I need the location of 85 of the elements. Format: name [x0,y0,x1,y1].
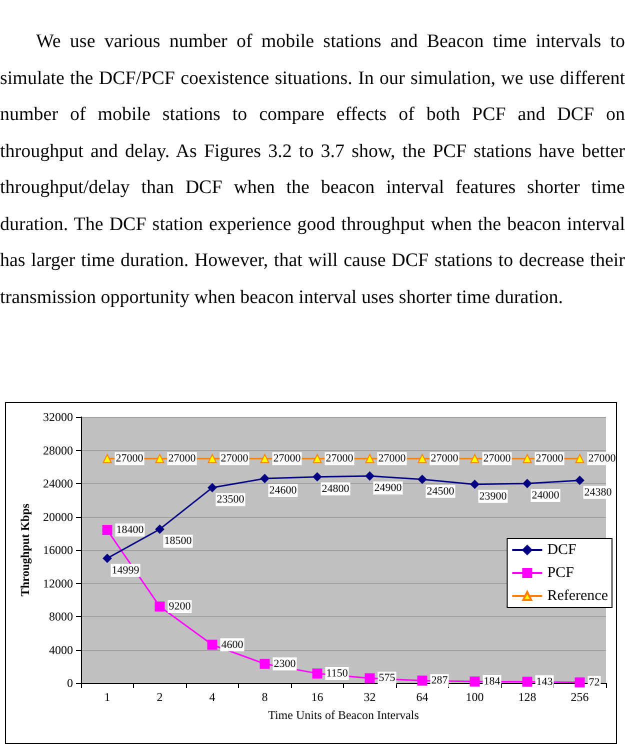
data-label: 18500 [164,535,192,548]
point [312,454,322,464]
data-label: 23500 [216,494,245,506]
point [522,676,532,687]
y-tick-label: 8000 [49,610,73,624]
point [522,454,532,464]
data-label: 4600 [221,638,244,651]
point [102,454,112,464]
data-label: 24800 [322,482,350,495]
data-label: 24500 [426,485,455,498]
y-tick-label: 28000 [43,443,73,458]
x-tick-label: 100 [466,690,484,704]
data-label: 27000 [116,452,144,465]
x-tick-label: 32 [364,690,376,704]
point [260,474,270,484]
data-label: 27000 [220,452,249,465]
text: We use various number of mobile stations and Beacon time intervals to simulate the DCF/PCF coexistence situations. In our simulation, we use different number of mobile stations to compare effects of both PCF and DCF on throughput and delay. As Figures 3.2 to 3.7 show, the PCF stations have better throughput/delay than DCF when the beacon interval features shorter time duration. The DCF station experience good throughput when the beacon interval has larger time duration. However, that will cause DCF stations to decrease their transmission opportunity when beacon interval uses shorter time duration. [0,30,625,310]
point [102,554,112,563]
point [522,479,532,488]
data-label: 18400 [116,524,144,536]
data-label: 23900 [479,490,508,502]
point [155,524,164,534]
data-label: 575 [378,672,396,684]
data-label: 27000 [430,452,459,465]
point [575,476,584,485]
point [312,472,322,482]
legend-label: PCF [547,565,574,581]
point [260,454,270,464]
legend-label: DCF [547,542,576,558]
x-tick-label: 16 [311,690,324,704]
point [418,454,427,464]
y-tick-label: 0 [67,676,73,690]
x-axis-title: Time Units of Beacon Intervals [268,708,420,722]
point [470,480,480,489]
x-tick-label: 2 [156,690,163,704]
data-label: 24380 [584,486,612,498]
data-label: 27000 [483,452,512,465]
point [364,673,375,684]
legend-label: Reference [547,588,608,604]
data-label: 287 [431,674,448,687]
data-label: 27000 [273,452,302,465]
x-tick-label: 1 [104,690,110,704]
point [208,483,217,492]
data-label: 184 [484,675,501,688]
y-tick-label: 16000 [43,543,73,557]
y-tick-label: 12000 [43,576,73,590]
y-tick-label: 32000 [43,410,73,424]
y-tick-label: 24000 [43,476,73,490]
point [365,454,374,464]
point [470,676,480,686]
data-label: 9200 [168,600,192,613]
data-label: 2300 [274,658,296,670]
point [312,668,322,678]
point [418,474,427,484]
point [155,454,164,464]
data-label: 27000 [588,452,616,465]
point [574,677,585,688]
point [417,676,428,686]
data-label: 27000 [378,452,406,465]
point [154,602,165,612]
data-label: 27000 [168,452,196,465]
data-label: 72 [588,676,600,688]
point [102,525,112,536]
data-label: 1150 [326,667,348,680]
point [470,454,480,464]
point [207,640,218,650]
y-axis-title: Throughput Kbps [18,503,32,596]
point [260,658,270,669]
x-tick-label: 8 [262,690,268,704]
y-tick-label: 4000 [49,642,73,657]
data-label: 27000 [536,452,564,465]
x-tick-label: 4 [209,690,216,704]
data-label: 24900 [374,482,402,494]
x-tick-label: 128 [518,690,536,704]
data-label: 24000 [532,490,560,502]
point [208,454,217,464]
data-label: 27000 [326,452,354,465]
point [365,472,374,481]
data-label: 24600 [269,484,298,497]
data-label: 143 [536,676,554,688]
data-label: 14999 [112,564,140,576]
point [575,454,584,464]
x-tick-label: 64 [416,690,428,704]
y-tick-label: 20000 [43,510,73,524]
x-tick-label: 256 [570,690,589,704]
